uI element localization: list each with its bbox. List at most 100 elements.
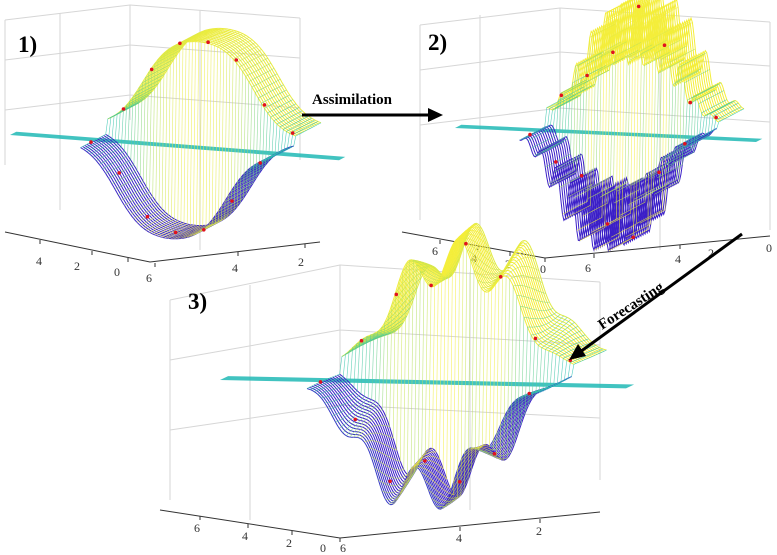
observation-dot	[714, 115, 718, 120]
tick-label: 2	[298, 255, 304, 269]
surface-mesh-line	[628, 39, 682, 206]
surface-mesh-line	[161, 28, 215, 238]
observation-dot	[554, 160, 558, 164]
surface-mesh-line	[360, 228, 593, 357]
observation-dot	[498, 275, 503, 279]
surface-mesh-line	[616, 52, 670, 192]
surface-mesh-line	[338, 315, 407, 429]
surface-mesh-line	[105, 83, 159, 174]
surface-mesh-line	[585, 50, 639, 191]
surface-mesh-line	[311, 385, 544, 509]
panel-1-surface	[10, 27, 346, 240]
surface-mesh-line	[262, 119, 315, 162]
panel-3-right-ticks: 6 4 2	[340, 524, 542, 555]
right-arrow-icon	[302, 108, 443, 122]
surface-mesh-line	[381, 264, 450, 494]
observation-dot	[579, 173, 584, 178]
observation-dot	[528, 132, 532, 137]
surface-mesh-line	[327, 378, 561, 503]
surface-mesh-line	[155, 29, 209, 236]
observation-dot	[173, 230, 178, 235]
surface-mesh-line	[602, 46, 656, 196]
surface-mesh-line	[121, 59, 174, 201]
observation-dot	[464, 241, 468, 246]
tick-label: 2	[536, 524, 542, 538]
tick-label: 2	[286, 536, 292, 550]
surface-mesh-line	[488, 312, 557, 448]
panel-2: 6 4 2 0 6 4 2 0 2)	[401, 0, 772, 276]
surface-mesh-line	[265, 121, 319, 161]
panel-3-label: 3)	[188, 289, 207, 314]
surface-mesh-line	[492, 314, 561, 442]
surface-mesh-line	[533, 79, 587, 157]
surface-mesh-line	[174, 28, 228, 240]
surface-mesh-line	[342, 307, 411, 434]
surface-mesh-line	[180, 29, 234, 239]
panel-3-surface	[220, 222, 635, 510]
surface-mesh-line	[246, 107, 300, 172]
panel-1-left-ticks: 4 2 0	[36, 254, 120, 279]
surface-mesh-line	[108, 78, 162, 179]
surface-mesh-line	[691, 108, 745, 143]
panel-3-left-ticks: 6 4 2 0	[194, 521, 326, 555]
surface-mesh-line	[111, 74, 165, 184]
surface-mesh-line	[360, 266, 429, 439]
observation-dot	[178, 41, 182, 46]
surface-mesh-line	[92, 97, 146, 158]
surface-mesh-line	[240, 99, 293, 179]
surface-mesh-line	[332, 376, 565, 501]
tick-label: 4	[242, 529, 248, 543]
surface-mesh-line	[588, 42, 641, 199]
surface-mesh-line	[149, 31, 203, 233]
surface-mesh-line	[625, 7, 679, 238]
surface-mesh-line	[559, 50, 613, 188]
surface-mesh-line	[556, 69, 610, 169]
tick-label: 4	[675, 252, 681, 266]
surface-mesh-line	[431, 249, 500, 505]
surface-mesh-line	[353, 232, 586, 360]
surface-mesh-line	[417, 230, 486, 489]
forecasting-label: Forecasting	[595, 279, 667, 333]
observation-dot	[359, 338, 364, 343]
observation-dot	[202, 228, 206, 232]
tick-label: 4	[456, 531, 462, 545]
tick-label: 6	[146, 271, 152, 285]
surface-mesh-line	[89, 100, 143, 155]
tick-label: 4	[471, 251, 477, 265]
panel-1-box	[4, 4, 301, 250]
surface-mesh-line	[211, 53, 265, 221]
surface-mesh-line	[593, 0, 631, 251]
surface-mesh-line	[645, 71, 699, 176]
tick-label: 2	[708, 246, 714, 260]
surface-mesh-line	[654, 52, 707, 195]
surface-mesh-line	[682, 100, 736, 150]
observation-dot	[149, 67, 154, 72]
surface-mesh-line	[499, 317, 568, 428]
surface-mesh-line	[535, 348, 604, 394]
surface-mesh-line	[573, 41, 627, 198]
flat-plane	[10, 131, 346, 161]
surface-mesh-line	[355, 231, 589, 359]
tick-label: 4	[36, 254, 42, 268]
surface-mesh-line	[224, 73, 278, 202]
surface-mesh-line	[506, 322, 575, 413]
surface-mesh-line	[579, 0, 632, 241]
surface-mesh-line	[221, 68, 275, 207]
observation-dot	[290, 131, 295, 135]
surface-mesh-line	[350, 233, 584, 361]
surface-mesh-line	[582, 23, 636, 217]
surface-mesh-line	[130, 46, 184, 215]
surface-mesh-line	[674, 99, 727, 150]
surface-mesh-line	[233, 89, 287, 188]
surface-mesh-line	[349, 287, 418, 438]
observation-dot	[89, 140, 93, 144]
surface-mesh-line	[190, 33, 243, 237]
tick-label: 0	[320, 541, 326, 555]
surface-mesh-line	[662, 89, 716, 159]
tick-label: 6	[340, 541, 346, 555]
tick-label: 6	[194, 521, 200, 535]
surface-mesh-line	[460, 242, 529, 462]
surface-mesh-line	[218, 62, 272, 212]
surface-mesh-line	[202, 42, 256, 230]
surface-mesh-line	[86, 102, 140, 152]
